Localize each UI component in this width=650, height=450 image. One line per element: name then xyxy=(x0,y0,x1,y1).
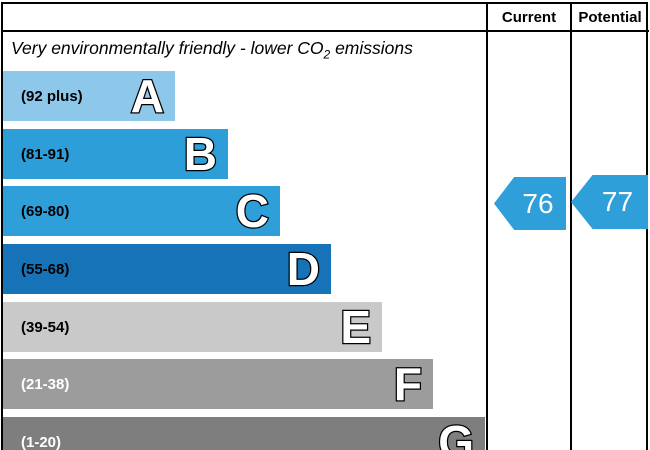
chart-title-suffix: emissions xyxy=(330,38,413,58)
potential-rating-value: 77 xyxy=(601,186,634,217)
band-range-label: (69-80) xyxy=(21,202,70,220)
band-letter: A xyxy=(130,70,166,123)
current-rating-value: 76 xyxy=(522,187,554,219)
band-letter: G xyxy=(437,416,475,450)
band-letter: C xyxy=(235,185,271,238)
band-range-label: (21-38) xyxy=(21,375,70,393)
potential-rating-pointer: 77 xyxy=(571,175,648,229)
chart-title: Very environmentally friendly - lower CO… xyxy=(11,38,481,62)
band-row-a: (92 plus) A xyxy=(3,70,175,123)
band-range-label: (55-68) xyxy=(21,260,70,278)
band-row-d: (55-68) D xyxy=(3,243,331,296)
band-range-label: (81-91) xyxy=(21,145,70,163)
band-row-c: (69-80) C xyxy=(3,185,280,238)
current-column-divider xyxy=(486,2,488,450)
band-row-f: (21-38) F xyxy=(3,358,433,411)
band-row-b: (81-91) B xyxy=(3,128,228,181)
band-letter: E xyxy=(339,301,372,354)
potential-column-divider xyxy=(570,2,572,450)
band-letter: B xyxy=(183,128,219,181)
band-range-label: (39-54) xyxy=(21,318,70,336)
potential-column-header: Potential xyxy=(578,8,642,26)
chart-title-prefix: Very environmentally friendly - lower CO xyxy=(11,38,324,58)
band-row-e: (39-54) E xyxy=(3,301,382,354)
current-column-header: Current xyxy=(501,8,557,26)
header-divider xyxy=(1,30,649,32)
band-row-g: (1-20) G xyxy=(3,416,485,450)
band-range-label: (92 plus) xyxy=(21,87,83,105)
band-letter: D xyxy=(286,243,322,296)
band-letter: F xyxy=(393,358,424,411)
chart-title-subscript: 2 xyxy=(323,47,331,62)
band-range-label: (1-20) xyxy=(21,433,62,450)
